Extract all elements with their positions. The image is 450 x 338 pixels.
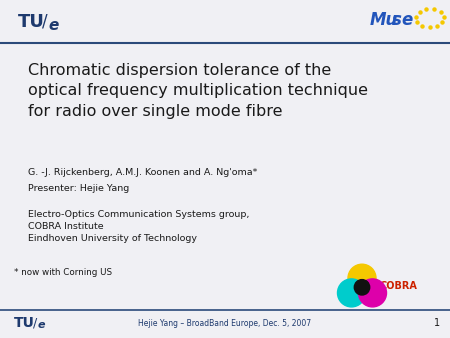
Text: /: / — [33, 316, 37, 330]
Text: * now with Corning US: * now with Corning US — [14, 268, 112, 277]
Text: Presenter: Hejie Yang: Presenter: Hejie Yang — [28, 184, 129, 193]
Text: TU: TU — [14, 316, 35, 330]
Text: e: e — [38, 320, 45, 330]
Text: /: / — [42, 13, 48, 31]
Circle shape — [354, 280, 370, 295]
Circle shape — [348, 264, 376, 292]
Circle shape — [359, 279, 387, 307]
Text: Chromatic dispersion tolerance of the
optical frequency multiplication technique: Chromatic dispersion tolerance of the op… — [28, 63, 368, 119]
Text: Mu: Mu — [370, 11, 398, 29]
Text: Hejie Yang – BroadBand Europe, Dec. 5, 2007: Hejie Yang – BroadBand Europe, Dec. 5, 2… — [139, 318, 311, 328]
Text: 1: 1 — [434, 318, 440, 328]
Text: e: e — [401, 11, 412, 29]
Text: COBRA: COBRA — [380, 281, 418, 291]
Text: e: e — [48, 18, 58, 32]
Text: TU: TU — [18, 13, 45, 31]
Text: COBRA Institute: COBRA Institute — [28, 222, 104, 231]
Text: G. -J. Rijckenberg, A.M.J. Koonen and A. Ng'oma*: G. -J. Rijckenberg, A.M.J. Koonen and A.… — [28, 168, 257, 177]
Text: s: s — [392, 11, 402, 29]
Text: Electro-Optics Communication Systems group,: Electro-Optics Communication Systems gro… — [28, 210, 249, 219]
Circle shape — [338, 279, 365, 307]
Text: Eindhoven University of Technology: Eindhoven University of Technology — [28, 234, 197, 243]
